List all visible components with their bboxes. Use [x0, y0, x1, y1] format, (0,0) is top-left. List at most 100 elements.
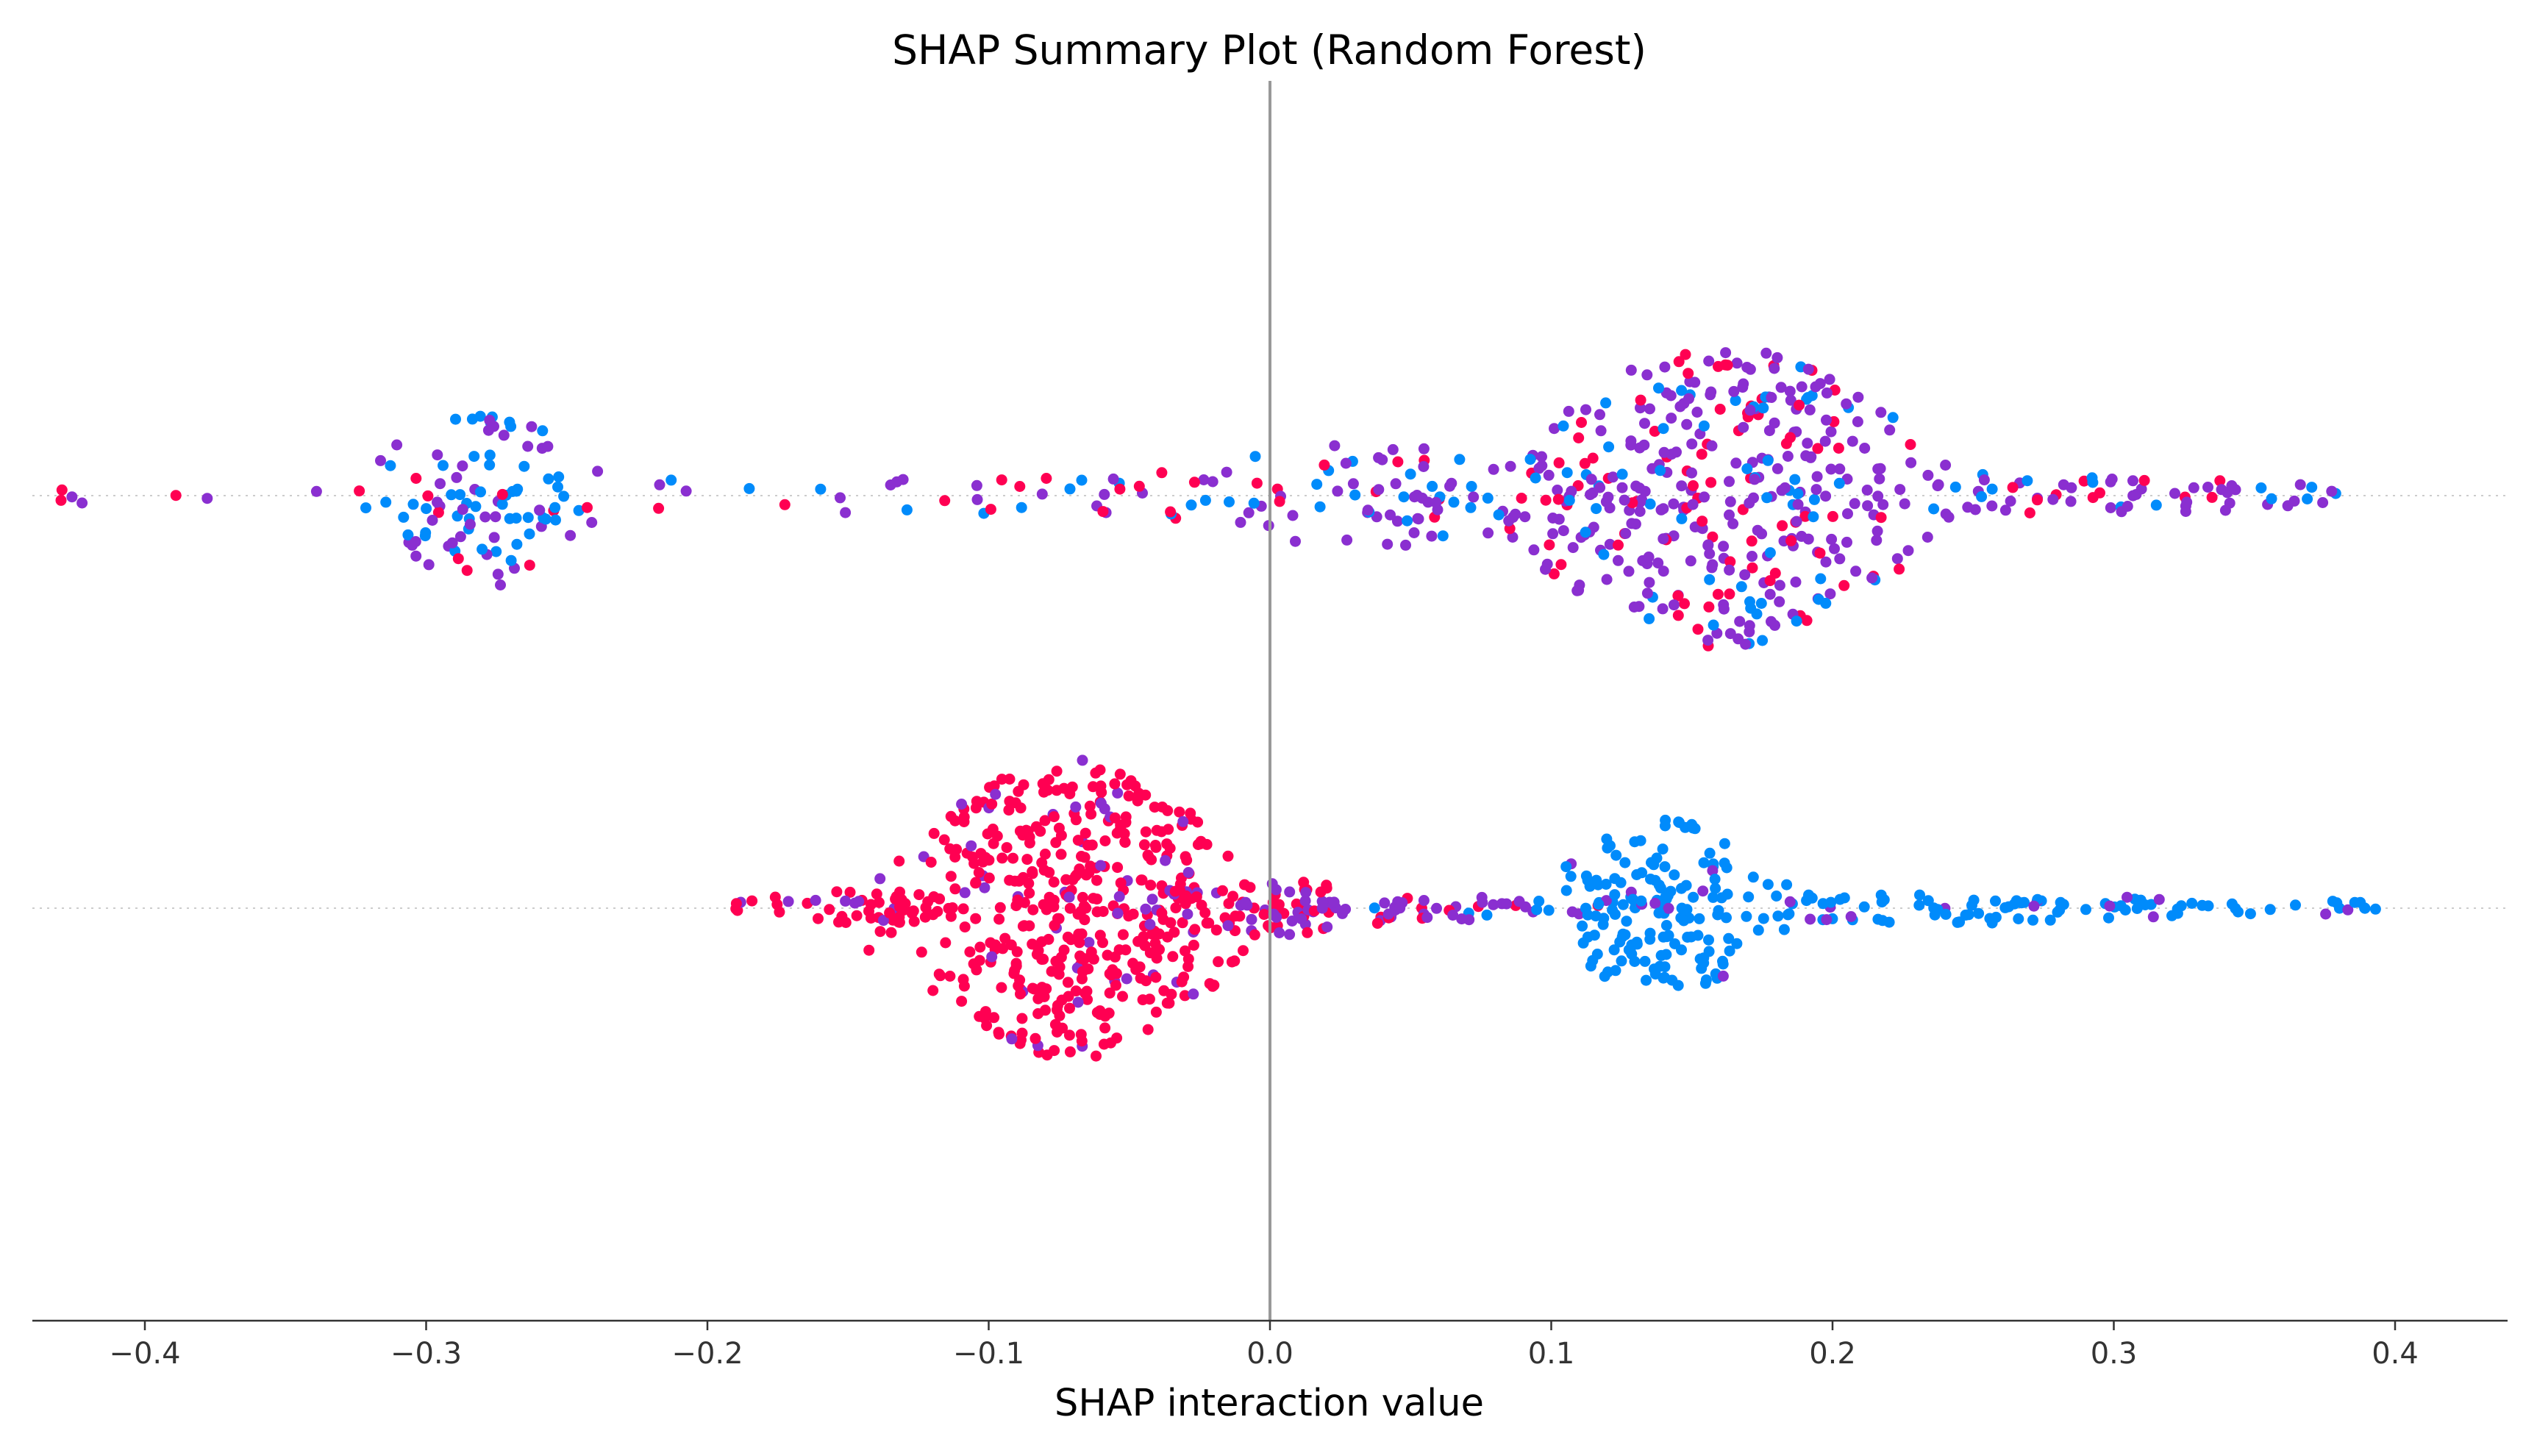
data-point	[1114, 483, 1126, 495]
data-point	[897, 474, 909, 485]
data-point	[421, 503, 432, 515]
data-point	[1638, 439, 1650, 451]
data-point	[1008, 968, 1020, 979]
data-point	[1580, 527, 1591, 538]
data-point	[1771, 351, 1783, 363]
data-point	[1858, 901, 1870, 913]
data-point	[981, 1020, 993, 1032]
data-point	[2181, 496, 2193, 508]
data-point	[1072, 996, 1084, 1008]
data-point	[1024, 888, 1035, 899]
data-point	[550, 514, 561, 526]
data-point	[1553, 457, 1565, 468]
data-point	[1820, 597, 1832, 609]
data-point	[1683, 393, 1694, 404]
data-point	[1692, 624, 1704, 635]
data-point	[1090, 767, 1102, 779]
data-point	[970, 877, 982, 888]
data-point	[1658, 565, 1669, 577]
data-point	[1014, 481, 1026, 492]
data-point	[1051, 766, 1063, 777]
data-point	[450, 413, 461, 425]
data-point	[1243, 507, 1255, 518]
data-point	[1771, 463, 1783, 474]
data-point	[1591, 874, 1602, 886]
data-point	[1576, 417, 1587, 428]
data-point	[1151, 952, 1163, 964]
data-point	[1182, 908, 1193, 920]
data-point	[1672, 610, 1684, 621]
data-point	[1619, 494, 1630, 506]
data-point	[461, 565, 473, 577]
data-point	[1702, 539, 1714, 551]
data-point	[971, 964, 982, 976]
data-point	[1315, 886, 1327, 898]
data-point	[1834, 893, 1846, 905]
chart-title: SHAP Summary Plot (Random Forest)	[892, 26, 1646, 74]
data-point	[1771, 891, 1783, 902]
data-point	[1015, 802, 1027, 814]
data-point	[831, 886, 843, 898]
data-point	[1724, 509, 1735, 521]
data-point	[2302, 493, 2313, 504]
data-point	[1099, 835, 1111, 846]
data-point	[2214, 475, 2226, 487]
data-point	[1109, 778, 1121, 790]
data-point	[1718, 603, 1730, 615]
data-point	[1087, 781, 1099, 793]
data-point	[1104, 968, 1116, 979]
data-point	[1067, 874, 1079, 885]
data-point	[1757, 635, 1769, 646]
data-point	[959, 887, 971, 899]
data-point	[925, 857, 937, 868]
data-point	[1806, 892, 1818, 904]
data-point	[1649, 426, 1660, 437]
data-point	[1048, 811, 1060, 823]
data-point	[1567, 542, 1579, 554]
data-point	[874, 873, 886, 885]
data-point	[1015, 988, 1026, 1000]
data-point	[1802, 363, 1814, 375]
data-point	[1619, 929, 1631, 941]
data-point	[1046, 966, 1057, 977]
data-point	[1758, 402, 1769, 414]
data-point	[1547, 528, 1559, 540]
data-point	[1080, 827, 1091, 839]
data-point	[1604, 538, 1616, 550]
data-point	[680, 485, 692, 497]
data-point	[1628, 602, 1640, 613]
data-point	[380, 496, 392, 508]
data-point	[1466, 481, 1477, 492]
data-point	[1639, 955, 1651, 967]
data-point	[1621, 916, 1633, 927]
data-point	[1702, 635, 1714, 646]
data-point	[1875, 889, 1887, 901]
data-point	[1758, 913, 1769, 924]
data-point	[1703, 601, 1715, 613]
data-point	[1913, 899, 1925, 911]
data-point	[1258, 909, 1270, 920]
data-point	[1741, 463, 1753, 474]
data-point	[2320, 908, 2332, 920]
data-point	[474, 410, 486, 422]
data-point	[986, 798, 998, 810]
data-point	[558, 490, 570, 502]
data-point	[1587, 452, 1599, 464]
data-point	[2052, 906, 2063, 918]
data-point	[1659, 861, 1671, 873]
data-point	[1109, 812, 1121, 824]
data-point	[1284, 929, 1296, 941]
data-point	[1560, 861, 1572, 873]
data-point	[1875, 512, 1887, 524]
data-point	[1064, 1046, 1076, 1057]
data-point	[840, 917, 852, 928]
x-tick-label: −0.2	[671, 1337, 743, 1371]
data-point	[549, 502, 561, 513]
data-point	[1601, 574, 1613, 585]
data-point	[1531, 904, 1543, 916]
data-point	[1616, 468, 1628, 480]
data-point	[1447, 910, 1459, 921]
data-point	[927, 985, 939, 996]
data-point	[971, 479, 982, 491]
data-point	[1032, 1008, 1044, 1019]
